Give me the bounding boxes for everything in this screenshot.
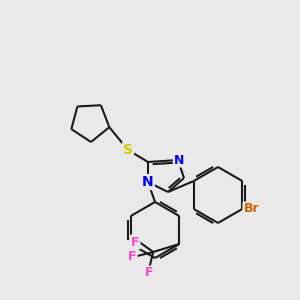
Text: Br: Br	[243, 202, 259, 215]
Text: S: S	[123, 143, 133, 157]
Text: F: F	[131, 236, 140, 248]
Text: F: F	[145, 266, 154, 280]
Text: N: N	[174, 154, 184, 166]
Text: N: N	[142, 175, 154, 189]
Text: F: F	[128, 250, 136, 262]
